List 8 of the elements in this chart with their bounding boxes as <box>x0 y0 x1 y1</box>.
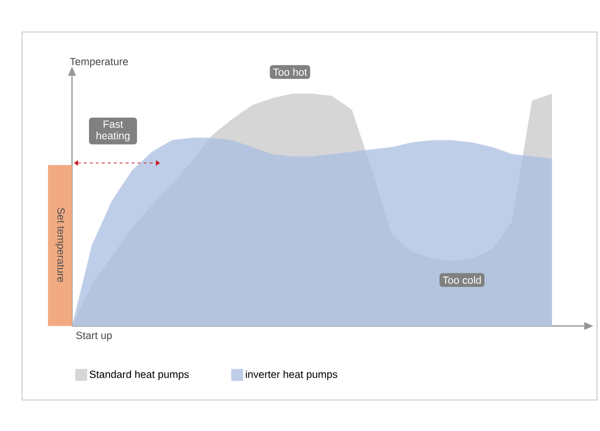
text: Too hot <box>273 68 308 76</box>
legend-label: Standard heat pumps <box>90 370 189 380</box>
annotation: Fast heating <box>96 120 130 142</box>
x-axis-title: Start up <box>76 332 112 342</box>
legend-label: inverter heat pumps <box>246 370 338 380</box>
y-axis-title: Temperature <box>70 58 128 68</box>
annotation: Too cold <box>442 276 481 284</box>
text: Set temperature <box>55 208 65 282</box>
